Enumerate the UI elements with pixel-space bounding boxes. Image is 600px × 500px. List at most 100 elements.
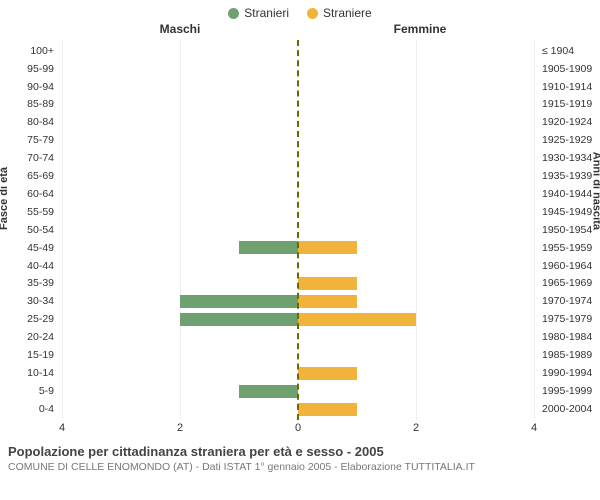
female-half [298, 256, 534, 274]
age-label: 5-9 [0, 382, 54, 400]
age-label: 35-39 [0, 275, 54, 293]
female-half [298, 76, 534, 94]
x-tick-label: 2 [413, 422, 419, 434]
male-half [62, 310, 298, 328]
grid-line [534, 40, 535, 420]
male-half [62, 292, 298, 310]
x-tick-label: 2 [177, 422, 183, 434]
age-label: 60-64 [0, 185, 54, 203]
age-label: 45-49 [0, 239, 54, 257]
age-label: 20-24 [0, 329, 54, 347]
birth-label: 1910-1914 [542, 78, 600, 96]
birth-label: 1940-1944 [542, 185, 600, 203]
female-half [298, 184, 534, 202]
female-bar [298, 277, 357, 290]
male-bar [239, 385, 298, 398]
female-half [298, 400, 534, 418]
legend: Stranieri Straniere [0, 0, 600, 20]
birth-label: 2000-2004 [542, 400, 600, 418]
male-half [62, 166, 298, 184]
birth-label: 1915-1919 [542, 96, 600, 114]
female-bar [298, 403, 357, 416]
female-half [298, 364, 534, 382]
age-label: 30-34 [0, 293, 54, 311]
age-label: 70-74 [0, 149, 54, 167]
birth-label: 1945-1949 [542, 203, 600, 221]
birth-label: 1930-1934 [542, 149, 600, 167]
male-half [62, 40, 298, 58]
male-half [62, 148, 298, 166]
birth-label: ≤ 1904 [542, 42, 600, 60]
female-half [298, 310, 534, 328]
legend-item-male: Stranieri [228, 6, 289, 20]
age-label: 55-59 [0, 203, 54, 221]
female-half [298, 382, 534, 400]
male-half [62, 256, 298, 274]
male-bar [180, 313, 298, 326]
birth-label: 1965-1969 [542, 275, 600, 293]
male-bar [239, 241, 298, 254]
legend-label-female: Straniere [323, 6, 372, 20]
panel-title-female: Femmine [300, 22, 600, 36]
male-half [62, 274, 298, 292]
age-label: 25-29 [0, 311, 54, 329]
age-label: 10-14 [0, 364, 54, 382]
birth-label: 1960-1964 [542, 257, 600, 275]
age-label: 40-44 [0, 257, 54, 275]
female-half [298, 58, 534, 76]
female-half [298, 292, 534, 310]
legend-label-male: Stranieri [244, 6, 289, 20]
x-axis: 024 24 [62, 420, 534, 438]
x-axis-right: 24 [298, 420, 534, 438]
female-bar [298, 241, 357, 254]
birth-label: 1975-1979 [542, 311, 600, 329]
age-label: 0-4 [0, 400, 54, 418]
birth-label: 1970-1974 [542, 293, 600, 311]
birth-label: 1980-1984 [542, 329, 600, 347]
birth-label: 1950-1954 [542, 221, 600, 239]
birth-label: 1985-1989 [542, 346, 600, 364]
male-half [62, 58, 298, 76]
age-label: 85-89 [0, 96, 54, 114]
male-half [62, 400, 298, 418]
chart-title: Popolazione per cittadinanza straniera p… [8, 444, 592, 459]
population-pyramid-chart: Stranieri Straniere Maschi Femmine Fasce… [0, 0, 600, 500]
birth-label: 1905-1909 [542, 60, 600, 78]
female-bar [298, 367, 357, 380]
center-line-icon [297, 40, 299, 420]
female-half [298, 166, 534, 184]
male-half [62, 184, 298, 202]
birth-label: 1955-1959 [542, 239, 600, 257]
female-half [298, 328, 534, 346]
female-half [298, 202, 534, 220]
panel-title-male: Maschi [0, 22, 300, 36]
female-half [298, 220, 534, 238]
male-half [62, 202, 298, 220]
male-half [62, 364, 298, 382]
bars-region [62, 40, 534, 420]
x-tick-label: 4 [531, 422, 537, 434]
age-label: 80-84 [0, 114, 54, 132]
x-tick-label: 4 [59, 422, 65, 434]
male-half [62, 346, 298, 364]
male-half [62, 130, 298, 148]
male-half [62, 94, 298, 112]
male-bar [180, 295, 298, 308]
legend-item-female: Straniere [307, 6, 372, 20]
x-axis-left: 024 [62, 420, 298, 438]
male-half [62, 76, 298, 94]
male-swatch-icon [228, 8, 239, 19]
male-half [62, 328, 298, 346]
age-label: 65-69 [0, 167, 54, 185]
age-label: 100+ [0, 42, 54, 60]
male-half [62, 238, 298, 256]
female-half [298, 130, 534, 148]
y-axis-right-labels: ≤ 19041905-19091910-19141915-19191920-19… [538, 40, 600, 420]
age-label: 15-19 [0, 346, 54, 364]
female-half [298, 274, 534, 292]
female-half [298, 148, 534, 166]
birth-label: 1925-1929 [542, 132, 600, 150]
age-label: 95-99 [0, 60, 54, 78]
female-bar [298, 313, 416, 326]
female-half [298, 40, 534, 58]
